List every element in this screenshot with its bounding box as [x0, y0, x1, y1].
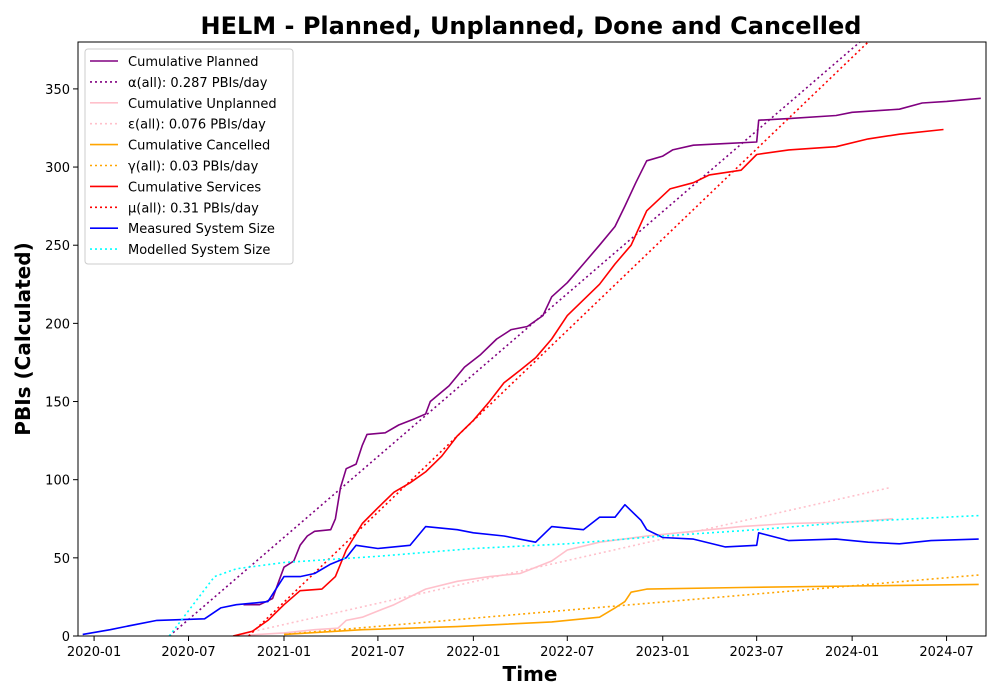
y-tick-label: 0 — [62, 630, 70, 645]
x-tick-label: 2023-07 — [730, 645, 784, 660]
series-line-9 — [168, 514, 979, 636]
x-tick-label: 2021-01 — [257, 645, 311, 660]
series-line-1 — [168, 42, 861, 636]
x-tick-label: 2022-01 — [446, 645, 500, 660]
series-line-4 — [283, 583, 979, 636]
series-line-2 — [233, 518, 894, 636]
legend-box — [84, 48, 294, 265]
y-axis-ticks: 0 50 100 150 200 250 300 350 — [45, 83, 78, 645]
x-tick-label: 2024-07 — [919, 645, 973, 660]
y-tick-label: 350 — [45, 83, 70, 98]
legend-label-all-0-076-pbis-day: ε(all): 0.076 PBIs/day — [128, 118, 266, 133]
y-tick-label: 100 — [45, 474, 70, 489]
x-tick-label: 2020-07 — [161, 645, 215, 660]
y-axis-label: PBIs (Calculated) — [11, 242, 35, 435]
y-tick-label: 250 — [45, 239, 70, 254]
x-axis-label: Time — [503, 662, 558, 686]
chart-title: HELM - Planned, Unplanned, Done and Canc… — [201, 12, 862, 40]
legend-label-cumulative-planned: Cumulative Planned — [128, 55, 258, 70]
x-tick-label: 2021-07 — [351, 645, 405, 660]
x-tick-label: 2020-01 — [67, 645, 121, 660]
legend-label-all-0-287-pbis-day: α(all): 0.287 PBIs/day — [128, 76, 268, 91]
x-axis-ticks: 2020-01 2020-07 2021-01 2021-07 2022-01 2022-… — [67, 636, 974, 660]
legend-label-cumulative-unplanned: Cumulative Unplanned — [128, 97, 277, 112]
series-line-3 — [232, 486, 891, 636]
legend-label-modelled-system-size: Modelled System Size — [128, 243, 270, 258]
series-line-5 — [283, 574, 979, 636]
series-line-6 — [232, 128, 944, 636]
series-line-0 — [243, 97, 981, 606]
legend-label-all-0-31-pbis-day: μ(all): 0.31 PBIs/day — [128, 201, 259, 216]
y-tick-label: 150 — [45, 396, 70, 411]
series-line-7 — [248, 42, 869, 636]
plot-frame — [77, 41, 987, 637]
legend-label-measured-system-size: Measured System Size — [128, 222, 275, 237]
x-tick-label: 2022-07 — [540, 645, 594, 660]
y-tick-label: 200 — [45, 317, 70, 332]
y-tick-label: 50 — [53, 552, 70, 567]
series-layer — [82, 42, 981, 636]
legend-label-cumulative-cancelled: Cumulative Cancelled — [128, 139, 270, 154]
legend-label-all-0-03-pbis-day: γ(all): 0.03 PBIs/day — [128, 160, 259, 175]
series-line-8 — [82, 503, 979, 636]
legend: Cumulative Planned α(all): 0.287 PBIs/day… — [84, 48, 294, 265]
x-tick-label: 2024-01 — [825, 645, 879, 660]
x-tick-label: 2023-01 — [636, 645, 690, 660]
y-tick-label: 300 — [45, 161, 70, 176]
legend-label-cumulative-services: Cumulative Services — [128, 180, 261, 195]
